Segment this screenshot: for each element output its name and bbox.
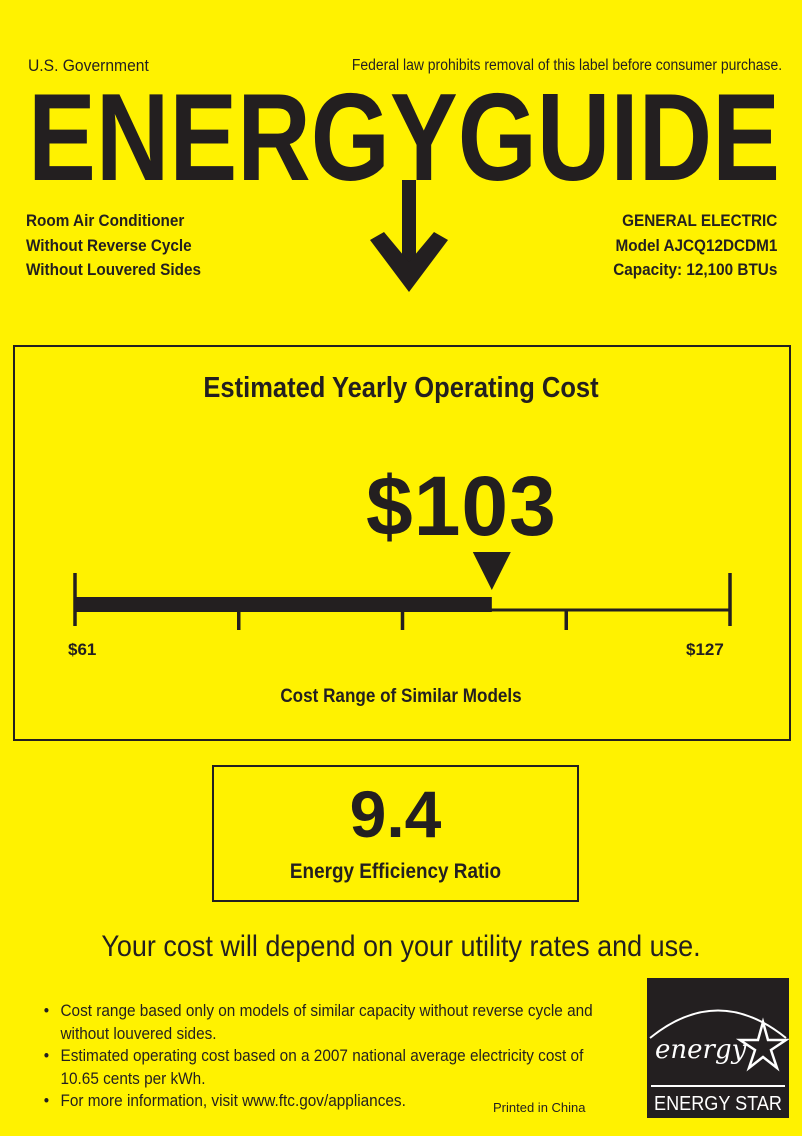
arrow-down-icon <box>370 180 448 292</box>
cost-disclaimer: Your cost will depend on your utility ra… <box>101 930 701 963</box>
energy-star-logo: energy ENERGY STAR <box>647 978 789 1118</box>
eer-label: Energy Efficiency Ratio <box>289 860 502 883</box>
star-icon <box>735 1017 789 1072</box>
footnote: For more information, visit www.ftc.gov/… <box>40 1090 607 1113</box>
manufacturer-info: GENERAL ELECTRIC Model AJCQ12DCDM1 Capac… <box>613 209 777 283</box>
product-line: Without Reverse Cycle <box>26 235 192 255</box>
footnotes: Cost range based only on models of simil… <box>40 1000 650 1113</box>
legal-notice: Federal law prohibits removal of this la… <box>351 57 782 74</box>
cost-fill-bar <box>75 597 492 612</box>
product-line: Without Louvered Sides <box>26 260 201 279</box>
range-min: $61 <box>68 640 97 659</box>
model: Model AJCQ12DCDM1 <box>615 235 777 255</box>
svg-text:ENERGY STAR: ENERGY STAR <box>654 1093 782 1115</box>
product-line: Room Air Conditioner <box>26 211 185 230</box>
svg-text:ENERGYGUIDE: ENERGYGUIDE <box>28 80 780 190</box>
range-label: Cost Range of Similar Models <box>280 686 522 707</box>
issuer: U.S. Government <box>28 56 149 75</box>
printed-in: Printed in China <box>493 1100 586 1115</box>
cost-range-scale <box>73 552 732 630</box>
brand: GENERAL ELECTRIC <box>621 211 777 230</box>
capacity: Capacity: 12,100 BTUs <box>612 260 777 279</box>
cost-title: Estimated Yearly Operating Cost <box>203 372 599 404</box>
eer-value: 9.4 <box>349 777 442 851</box>
cost-marker <box>472 552 511 590</box>
cost-value: $103 <box>366 459 557 553</box>
efficiency-box <box>212 765 579 902</box>
energyguide-logo: ENERGYGUIDE <box>28 80 780 190</box>
footnote: Estimated operating cost based on a 2007… <box>40 1045 607 1090</box>
operating-cost-box <box>13 345 791 741</box>
footnote: Cost range based only on models of simil… <box>40 1000 607 1045</box>
product-type: Room Air Conditioner Without Reverse Cyc… <box>26 209 201 283</box>
range-max: $127 <box>686 640 724 659</box>
svg-text:energy: energy <box>655 1035 747 1065</box>
